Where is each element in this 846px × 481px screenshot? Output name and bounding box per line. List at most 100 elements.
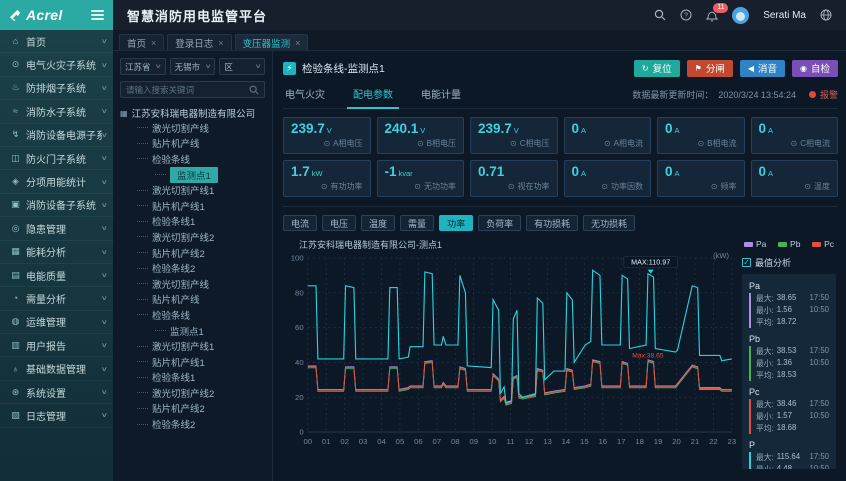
sidebar-item-6[interactable]: ◈ 分项用能统计 ∨ [0, 170, 113, 194]
stat-group-Pc: Pc 最大: 38.46 17:50 最小: 1.57 10:50 平均: 18.68 [749, 387, 829, 434]
stat-row-label: 平均: [756, 318, 774, 327]
tree-node-0[interactable]: 激光切割产线 [120, 120, 265, 136]
chart-filter-1[interactable]: 电压 [322, 215, 357, 231]
tree-node-19[interactable]: 检验条线2 [120, 416, 265, 432]
legend-item-Pb[interactable]: Pb [778, 239, 800, 249]
action-label: 自检 [810, 64, 830, 75]
param-tab-2[interactable]: 电能计量 [421, 90, 461, 101]
action-button-0[interactable]: ↻ 复位 [633, 59, 680, 77]
tree-node-17[interactable]: 激光切割产线2 [120, 385, 265, 401]
collapse-menu-icon[interactable] [91, 10, 104, 20]
stat-row: 平均: 18.68 [756, 423, 829, 434]
tab-label: 变压器监测 [242, 38, 291, 50]
notifications-bell-icon[interactable]: 11 [706, 2, 729, 22]
tree-node-5[interactable]: 贴片机产线1 [120, 198, 265, 214]
sidebar-item-10[interactable]: ▤ 电能质量 ∨ [0, 264, 113, 288]
tree-node-16[interactable]: 检验条线1 [120, 370, 265, 386]
open-tab-1[interactable]: 登录日志 × [167, 34, 232, 50]
sidebar-item-13[interactable]: ▥ 用户报告 ∨ [0, 334, 113, 358]
sidebar-item-14[interactable]: ♁ 基础数据管理 ∨ [0, 357, 113, 381]
search-icon[interactable] [654, 9, 666, 21]
chart-filter-5[interactable]: 负荷率 [478, 215, 522, 231]
max-analysis-checkbox[interactable]: ✓ 最值分析 [742, 258, 792, 268]
sidebar-item-3[interactable]: ≈ 消防水子系统 ∨ [0, 100, 113, 124]
tree-node-6[interactable]: 检验条线1 [120, 214, 265, 230]
tree-node-13[interactable]: 监测点1 [120, 323, 265, 339]
action-button-2[interactable]: ◀ 消音 [739, 59, 785, 77]
close-tab-icon[interactable]: × [218, 37, 224, 48]
chart-filter-7[interactable]: 无功损耗 [583, 215, 636, 231]
tree-node-10[interactable]: 激光切割产线 [120, 276, 265, 292]
svg-text:00: 00 [303, 437, 312, 446]
stat-row-time: 10:50 [809, 464, 829, 469]
metric-label-text: C相电压 [519, 139, 550, 148]
sidebar-item-11[interactable]: ◔ 需量分析 ∨ [0, 287, 113, 311]
tree-search-input[interactable] [126, 84, 245, 95]
sidebar-item-5[interactable]: ◫ 防火门子系统 ∨ [0, 147, 113, 171]
sidebar-item-1[interactable]: ⊙ 电气火灾子系统 ∨ [0, 53, 113, 77]
region-select-2[interactable]: 区 ∨ [219, 58, 266, 75]
chart-filter-2[interactable]: 温度 [361, 215, 396, 231]
open-tab-0[interactable]: 首页 × [119, 34, 165, 50]
sidebar-item-2[interactable]: ♨ 防排烟子系统 ∨ [0, 77, 113, 101]
tree-node-7[interactable]: 激光切割产线2 [120, 229, 265, 245]
param-tab-0[interactable]: 电气火灾 [285, 90, 325, 101]
tree-node-4[interactable]: 激光切割产线1 [120, 182, 265, 198]
language-globe-icon[interactable] [820, 9, 832, 21]
chart-filter-6[interactable]: 有功损耗 [526, 215, 579, 231]
param-tab-1[interactable]: 配电参数 [347, 81, 399, 109]
svg-text:18: 18 [635, 437, 644, 446]
legend-name: Pc [824, 239, 834, 249]
tree-node-15[interactable]: 贴片机产线1 [120, 354, 265, 370]
sidebar-item-label: 系统设置 [26, 388, 66, 400]
energy-stat-icon: ◈ [12, 176, 19, 187]
action-button-1[interactable]: ⚑ 分闸 [686, 59, 733, 77]
close-tab-icon[interactable]: × [295, 37, 301, 48]
sidebar-item-7[interactable]: ▣ 消防设备子系统 ∨ [0, 194, 113, 218]
close-tab-icon[interactable]: × [151, 37, 157, 48]
svg-text:10: 10 [488, 437, 497, 446]
region-select-0[interactable]: 江苏省 ∨ [120, 58, 166, 75]
sidebar-item-4[interactable]: ↯ 消防设备电源子系统∨ [0, 124, 113, 147]
tree-node-8[interactable]: 贴片机产线2 [120, 245, 265, 261]
tree-root-company[interactable]: ▦ 江苏安科瑞电器制造有限公司 [120, 108, 256, 121]
tree-node-1[interactable]: 贴片机产线 [120, 136, 265, 152]
open-tab-2[interactable]: 变压器监测 × [234, 34, 309, 50]
device-tree: ▦ 江苏安科瑞电器制造有限公司 激光切割产线 贴片机产线 检验条线 监测点1 激光切割产… [120, 106, 265, 432]
power-line-chart[interactable]: 0 20 40 60 80 100 00 01 02 03 04 05 06 07 08 09 10 11 12 13… [283, 251, 737, 449]
sidebar-item-9[interactable]: ▦ 能耗分析 ∨ [0, 241, 113, 264]
chevron-down-icon: ∨ [101, 225, 109, 233]
tree-node-12[interactable]: 检验条线 [120, 307, 265, 323]
tree-node-9[interactable]: 检验条线2 [120, 260, 265, 276]
sidebar-item-15[interactable]: ⊛ 系统设置 ∨ [0, 381, 113, 405]
parameter-tabs-row: 电气火灾 配电参数 电能计量 数据最新更新时间： 2020/3/24 13:54:24… [283, 81, 838, 109]
tree-node-label: 贴片机产线 [152, 295, 200, 307]
chart-filter-0[interactable]: 电流 [283, 215, 318, 231]
chart-filter-3[interactable]: 需量 [400, 215, 435, 231]
sidebar-item-12[interactable]: ◍ 运维管理 ∨ [0, 311, 113, 335]
sidebar-item-16[interactable]: ▨ 日志管理 ∨ [0, 404, 113, 428]
metric-circle-icon: ⊙ [414, 182, 421, 191]
sidebar-item-0[interactable]: ⌂ 首页 ∨ [0, 30, 113, 54]
stat-row-label: 最小: [756, 412, 774, 421]
region-select-1[interactable]: 无锡市 ∨ [169, 58, 216, 75]
legend-item-Pc[interactable]: Pc [812, 239, 834, 249]
tree-node-14[interactable]: 激光切割产线1 [120, 338, 265, 354]
svg-text:02: 02 [340, 437, 349, 446]
tree-node-3[interactable]: 监测点1 [120, 166, 265, 183]
tree-node-2[interactable]: 检验条线 [120, 151, 265, 167]
stat-row-label: 最大: [756, 453, 774, 462]
metric-label-text: 有功功率 [330, 182, 363, 191]
chart-filter-4[interactable]: 功率 [439, 215, 474, 231]
help-icon[interactable]: ? [680, 9, 692, 21]
tree-node-11[interactable]: 贴片机产线 [120, 292, 265, 308]
tree-node-18[interactable]: 贴片机产线2 [120, 401, 265, 417]
sidebar-item-8[interactable]: ◎ 隐患管理 ∨ [0, 217, 113, 241]
action-button-3[interactable]: ◉ 自检 [792, 59, 838, 77]
legend-item-Pa[interactable]: Pa [744, 239, 766, 249]
avatar[interactable] [732, 6, 750, 24]
metric-card-6: 1.7 kW ⊙ 有功功率 [283, 160, 371, 197]
tree-node-label: 检验条线1 [152, 373, 196, 385]
stat-row-value: 4.48 [776, 464, 792, 469]
search-icon[interactable] [249, 85, 259, 95]
